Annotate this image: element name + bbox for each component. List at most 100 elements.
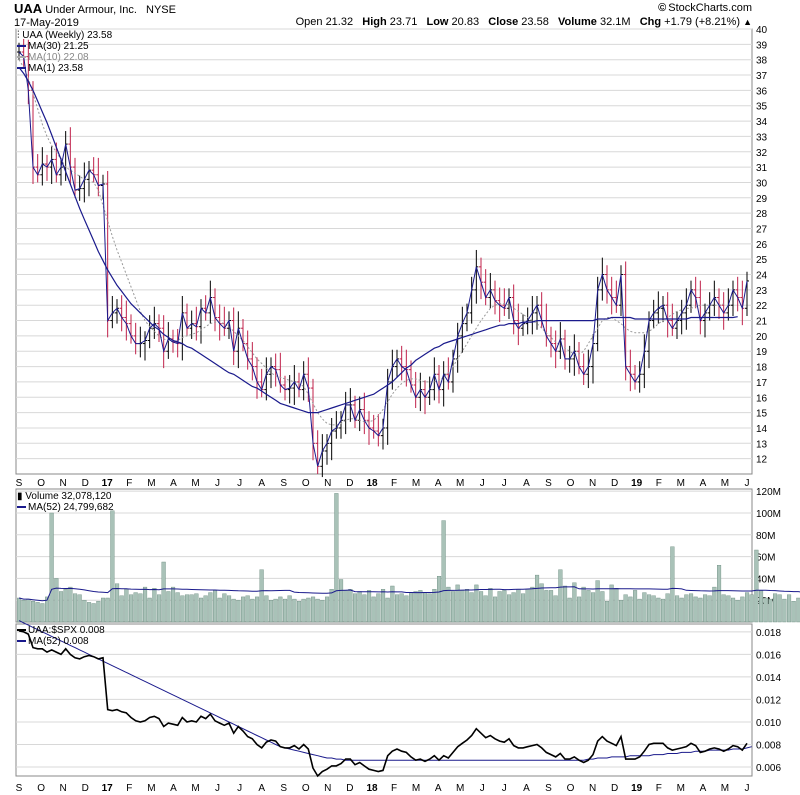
- price-panel: 12 13 14 15 16 17 18 19 20 21 22 23 24 25 26 27 28 29 30 31…: [15, 25, 768, 478]
- up-arrow-icon: ▲: [743, 17, 752, 27]
- volume-bar: [339, 579, 344, 623]
- relative-legend: UAA:$SPX 0.008 MA(52) 0.008: [17, 625, 105, 647]
- x-axis-label: F: [656, 783, 662, 794]
- volume-bar: [114, 583, 120, 623]
- volume-bar: [469, 592, 474, 623]
- volume-bar: [142, 586, 148, 623]
- relative-tick-label: 0.008: [756, 740, 781, 751]
- volume-bar: [497, 591, 502, 623]
- volume-bar: [184, 594, 190, 623]
- volume-bar: [726, 595, 731, 623]
- x-axis-label: 18: [366, 478, 378, 489]
- ma10-line: [18, 59, 724, 426]
- x-axis-label: 19: [631, 783, 643, 794]
- volume-bar: [35, 602, 40, 623]
- volume-bar: [26, 598, 31, 623]
- volume-bar: [712, 586, 717, 623]
- volume-bar: [591, 592, 596, 623]
- x-axis-label: S: [16, 478, 23, 489]
- volume-bar: [152, 588, 157, 623]
- volume-bar: [530, 586, 535, 623]
- price-tick-label: 14: [756, 424, 768, 435]
- volume-bar: [451, 591, 456, 623]
- volume-bar: [409, 592, 414, 623]
- x-axis-label: 17: [102, 783, 114, 794]
- volume-bar: [539, 583, 544, 623]
- x-axis-label: A: [700, 478, 707, 489]
- x-axis-label: A: [258, 783, 265, 794]
- volume-bar: [77, 594, 82, 623]
- volume-bar: [605, 601, 610, 623]
- volume-bar: [455, 584, 460, 623]
- x-axis-label: M: [147, 783, 155, 794]
- volume-bar: [749, 594, 754, 623]
- volume-bar: [138, 593, 143, 623]
- volume-bar: [376, 593, 381, 623]
- volume-bar: [325, 596, 330, 623]
- price-tick-label: 19: [756, 347, 768, 358]
- price-tick-label: 39: [756, 40, 768, 51]
- volume-bar: [124, 589, 129, 623]
- volume-bar: [507, 594, 512, 623]
- ma30-line: [18, 67, 738, 414]
- price-tick-label: 16: [756, 393, 768, 404]
- x-axis-label: A: [523, 783, 530, 794]
- company-name: Under Armour, Inc.: [45, 4, 137, 16]
- volume-bar: [703, 594, 708, 623]
- x-axis-label: A: [435, 783, 442, 794]
- x-axis-label: N: [589, 478, 596, 489]
- x-axis-label: M: [412, 478, 420, 489]
- x-axis-label: F: [391, 783, 397, 794]
- volume-bar: [679, 597, 684, 623]
- x-axis-label: M: [191, 478, 199, 489]
- volume-bar: [427, 593, 432, 623]
- x-axis-label: F: [126, 783, 132, 794]
- volume-bar: [283, 598, 288, 623]
- ma10-text: MA(10) 22.08: [28, 52, 89, 63]
- volume-bar: [259, 569, 264, 623]
- volume-bar: [483, 595, 488, 623]
- volume-bar: [796, 597, 800, 623]
- volume-bar: [600, 591, 605, 623]
- volume-bar: [343, 590, 348, 623]
- volume-bar: [91, 603, 96, 623]
- volume-bar: [693, 596, 698, 623]
- price-tick-label: 27: [756, 224, 768, 235]
- volume-label: Volume: [557, 16, 597, 28]
- volume-bar: [273, 598, 278, 623]
- volume-bar: [516, 589, 521, 623]
- change-label: Chg: [639, 16, 662, 28]
- price-tick-label: 34: [756, 117, 768, 128]
- volume-bar: [49, 512, 54, 623]
- volume-bar: [721, 594, 726, 623]
- x-axis-label: A: [700, 783, 707, 794]
- volume-bar: [21, 600, 26, 623]
- brand-watermark: © StockCharts.com: [658, 2, 752, 14]
- x-axis-label: J: [480, 478, 485, 489]
- x-axis-label: M: [191, 783, 199, 794]
- ma30-legend: MA(30) 21.25: [17, 41, 112, 52]
- price-tick-label: 36: [756, 86, 768, 97]
- volume-bar: [754, 549, 759, 623]
- volume-bar: [558, 569, 563, 623]
- volume-bar: [619, 600, 624, 623]
- x-axis-label: F: [391, 478, 397, 489]
- volume-tick-label: 100M: [756, 509, 781, 520]
- volume-bar: [665, 593, 670, 623]
- x-axis-label: S: [280, 783, 287, 794]
- x-axis-label: O: [567, 478, 575, 489]
- volume-bar: [17, 597, 22, 623]
- volume-bar: [544, 590, 549, 623]
- volume-bar: [446, 586, 451, 623]
- x-axis-label: M: [721, 478, 729, 489]
- x-axis-label: J: [745, 783, 750, 794]
- rel-ma-swatch: [17, 640, 26, 643]
- volume-bar: [72, 593, 78, 623]
- volume-bar: [535, 574, 540, 623]
- x-axis-label: M: [677, 783, 685, 794]
- volume-bar: [773, 593, 778, 623]
- x-axis-label: A: [170, 478, 177, 489]
- volume-bar: [502, 590, 507, 623]
- ma1-text: MA(1) 23.58: [28, 63, 84, 74]
- volume-bar: [521, 593, 526, 623]
